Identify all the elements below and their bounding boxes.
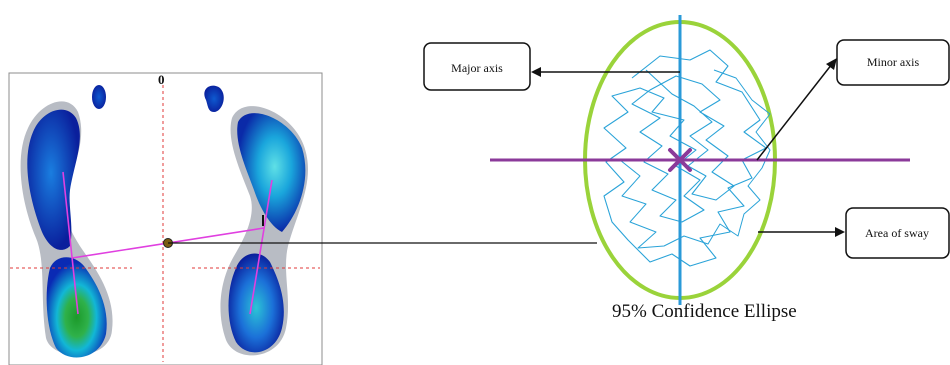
right-foot-toe bbox=[204, 85, 224, 112]
left-foot-pressure-map bbox=[20, 85, 113, 358]
area-of-sway-label: Area of sway bbox=[865, 226, 929, 240]
minor-axis-label-box bbox=[836, 39, 950, 86]
sway-trace-2 bbox=[619, 69, 771, 249]
origin-label: 0 bbox=[158, 72, 165, 87]
confidence-ellipse-diagram: 95% Confidence Ellipse bbox=[490, 15, 910, 322]
right-foot-pressure-map bbox=[204, 85, 308, 356]
ellipse-center-mark bbox=[668, 148, 692, 172]
right-foot-forefoot bbox=[237, 113, 306, 232]
callout-area-of-sway: Area of sway bbox=[758, 207, 950, 259]
callout-minor-axis: Minor axis bbox=[756, 39, 950, 161]
area-of-sway-label-box bbox=[845, 207, 950, 259]
minor-axis-label: Minor axis bbox=[867, 55, 920, 69]
major-axis-label: Major axis bbox=[451, 61, 503, 75]
ellipse-caption: 95% Confidence Ellipse bbox=[612, 301, 797, 322]
major-axis-label-box bbox=[423, 42, 531, 91]
left-foot-toe bbox=[92, 85, 106, 109]
right-foot-heel bbox=[228, 253, 284, 353]
sway-trace bbox=[603, 49, 767, 267]
callout-major-axis: Major axis bbox=[423, 42, 680, 91]
foot-pressure-plot: 0 bbox=[8, 72, 323, 365]
